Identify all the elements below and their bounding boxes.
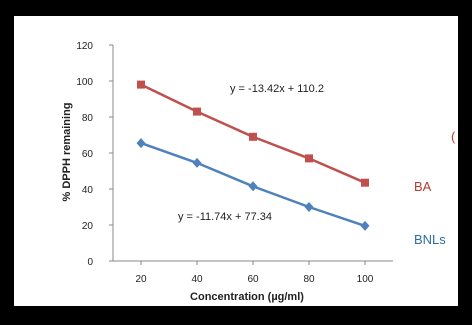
legend-fragment: ( — [451, 129, 456, 144]
x-axis-label: Concentration (µg/ml) — [190, 291, 304, 303]
bnls-point — [248, 181, 258, 192]
y-axis-label: % DPPH remaining — [61, 102, 73, 201]
ba-point — [305, 154, 313, 163]
legend-ba: BA — [414, 179, 432, 194]
y-tick-label: 120 — [76, 41, 93, 52]
y-tick-label: 20 — [82, 221, 94, 232]
x-tick-label: 60 — [247, 274, 259, 285]
x-tick-label: 20 — [135, 274, 147, 285]
ba-point — [361, 178, 369, 187]
y-tick-label: 60 — [82, 149, 94, 160]
y-tick-label: 0 — [87, 257, 93, 268]
x-tick-label: 40 — [191, 274, 203, 285]
chart-card — [14, 16, 458, 306]
bnls-point — [360, 220, 370, 231]
y-tick-label: 80 — [82, 113, 94, 124]
ba-point — [137, 80, 145, 89]
x-tick-label: 100 — [357, 274, 374, 285]
bnls-point — [136, 138, 146, 149]
x-tick-label: 80 — [303, 274, 315, 285]
bnls-point — [192, 157, 202, 168]
bnls-point — [304, 202, 314, 212]
legend-bnls: BNLs — [414, 232, 446, 247]
ba-trendline-equation: y = -13.42x + 110.2 — [230, 83, 324, 95]
bnls-trendline-equation: y = -11.74x + 77.34 — [178, 211, 272, 223]
ba-point — [249, 132, 257, 141]
ba-point — [193, 107, 201, 116]
y-tick-label: 40 — [82, 185, 94, 196]
y-tick-label: 100 — [76, 77, 93, 88]
